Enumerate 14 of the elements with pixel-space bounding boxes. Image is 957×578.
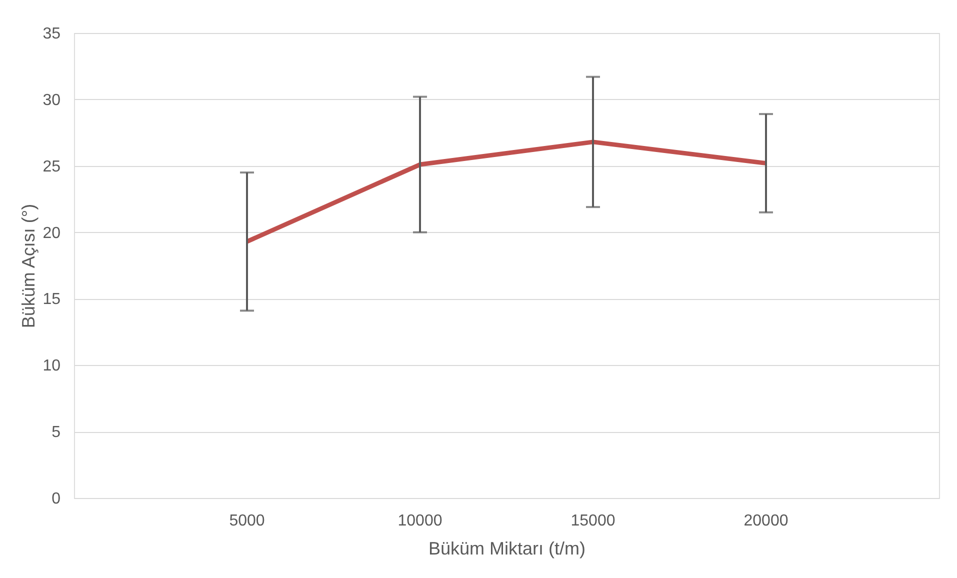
x-tick-label: 15000 [570, 512, 616, 530]
y-tick-label: 35 [42, 26, 61, 42]
x-tick-label: 5000 [229, 512, 265, 530]
x-tick-label: 10000 [398, 512, 442, 530]
y-tick-label: 30 [42, 92, 61, 109]
y-tick-label: 5 [52, 424, 61, 442]
y-tick-label: 0 [52, 490, 61, 508]
x-axis-title: Büküm Miktarı (t/m) [428, 538, 586, 558]
y-axis-title: Büküm Açısı (°) [18, 204, 39, 328]
y-tick-label: 20 [42, 224, 61, 242]
x-tick-label: 20000 [744, 512, 788, 530]
y-tick-label: 25 [42, 158, 61, 176]
y-tick-label: 10 [42, 358, 61, 375]
y-tick-label: 15 [42, 291, 61, 308]
